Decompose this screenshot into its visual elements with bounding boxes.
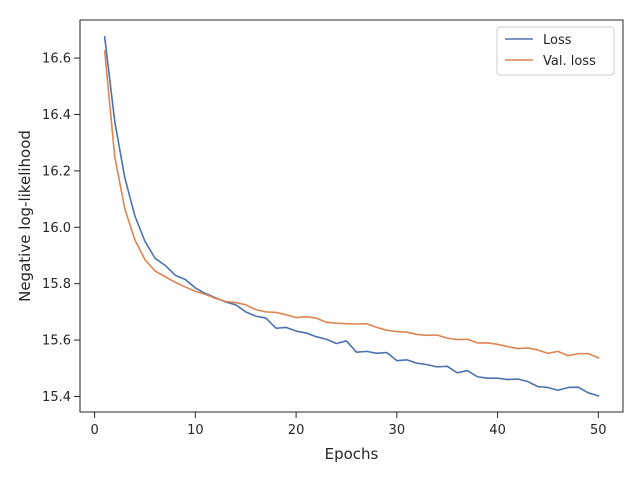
y-axis-label: Negative log-likelihood: [16, 130, 34, 302]
legend-label: Loss: [543, 33, 572, 48]
x-tick-label: 50: [590, 423, 607, 438]
x-axis-label: Epochs: [325, 445, 379, 463]
y-tick-label: 16.4: [42, 108, 71, 123]
y-tick-label: 15.6: [42, 334, 71, 349]
series-lines: [103, 36, 600, 397]
y-tick-label: 16.6: [42, 52, 71, 67]
y-tick-label: 16.2: [42, 164, 71, 179]
series-line-val-loss: [103, 50, 600, 359]
y-tick-label: 15.8: [42, 277, 71, 292]
legend: Loss Val. loss: [496, 26, 615, 76]
x-tick-label: 10: [187, 423, 204, 438]
plot-frame: [79, 19, 624, 413]
x-tick-label: 0: [90, 423, 98, 438]
y-tick-label: 16.0: [42, 221, 71, 236]
x-tick-label: 30: [389, 423, 406, 438]
legend-label: Val. loss: [543, 54, 596, 69]
x-tick-label: 20: [288, 423, 305, 438]
y-tick-label: 15.4: [42, 390, 71, 405]
x-tick-label: 40: [489, 423, 506, 438]
series-line-loss: [103, 36, 600, 397]
axis-ticks: 0 10 20 30 40 50 15.4 15.6 15.8 16.0 16.2 16.4 16.6: [42, 52, 607, 438]
